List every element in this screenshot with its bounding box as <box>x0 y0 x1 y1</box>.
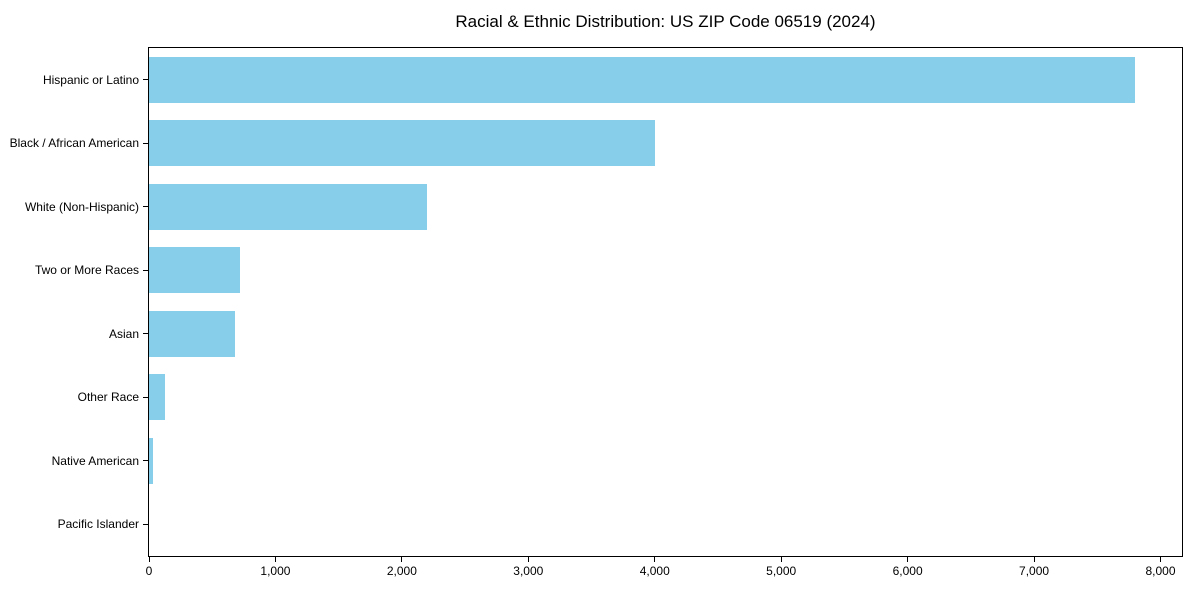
x-tick-mark <box>148 557 150 562</box>
y-tick-mark <box>143 142 148 144</box>
bar-row: Two or More Races <box>35 239 1182 303</box>
x-tick-mark <box>780 557 782 562</box>
bar <box>149 374 166 421</box>
y-tick-mark <box>143 79 148 81</box>
y-axis-label: Asian <box>108 326 139 341</box>
bar <box>149 437 154 484</box>
x-tick-label: 4,000 <box>639 564 670 578</box>
x-tick-label: 1,000 <box>260 564 291 578</box>
bar <box>149 56 1136 103</box>
y-tick-mark <box>143 523 148 525</box>
x-tick-mark <box>1033 557 1035 562</box>
y-axis-label: Black / African American <box>9 136 139 151</box>
y-axis-label: Hispanic or Latino <box>42 72 139 87</box>
y-tick-mark <box>143 269 148 271</box>
x-tick-mark <box>401 557 403 562</box>
bar-row: Black / African American <box>10 112 1182 176</box>
bar-row: Other Race <box>78 366 1182 430</box>
y-axis-label: Other Race <box>77 390 139 405</box>
x-tick-mark <box>907 557 909 562</box>
x-tick-mark <box>654 557 656 562</box>
y-axis-label: Native American <box>51 453 139 468</box>
x-tick-label: 6,000 <box>892 564 923 578</box>
plot-area: Hispanic or Latino Black / African Americ… <box>10 47 1183 578</box>
x-tick-label: 3,000 <box>513 564 544 578</box>
y-tick-mark <box>143 460 148 462</box>
y-axis-label: White (Non-Hispanic) <box>24 199 139 214</box>
bar <box>149 120 655 167</box>
bar <box>149 310 235 357</box>
bar-row: White (Non-Hispanic) <box>25 175 1182 239</box>
x-tick-label: 8,000 <box>1145 564 1176 578</box>
x-tick-mark <box>1160 557 1161 562</box>
bar-row: Native American <box>52 429 1182 493</box>
x-tick-mark <box>527 557 529 562</box>
y-tick-mark <box>143 333 148 335</box>
x-tick-label: 0 <box>145 564 153 578</box>
x-tick-label: 2,000 <box>386 564 417 578</box>
x-tick-label: 7,000 <box>1019 564 1050 578</box>
x-tick-label: 5,000 <box>766 564 797 578</box>
chart-title: Racial & Ethnic Distribution: US ZIP Cod… <box>455 12 876 31</box>
bar <box>149 247 241 294</box>
y-tick-mark <box>143 206 148 208</box>
bar-rows: Hispanic or Latino Black / African Americ… <box>10 48 1182 557</box>
bar-row: Hispanic or Latino <box>43 48 1182 112</box>
bar-row: Pacific Islander <box>58 493 1182 557</box>
x-tick-mark <box>274 557 276 562</box>
y-axis-label: Two or More Races <box>34 263 139 278</box>
bar-row: Asian <box>109 302 1182 366</box>
y-axis-label: Pacific Islander <box>57 517 139 532</box>
y-tick-mark <box>143 396 148 398</box>
bar <box>149 183 428 230</box>
